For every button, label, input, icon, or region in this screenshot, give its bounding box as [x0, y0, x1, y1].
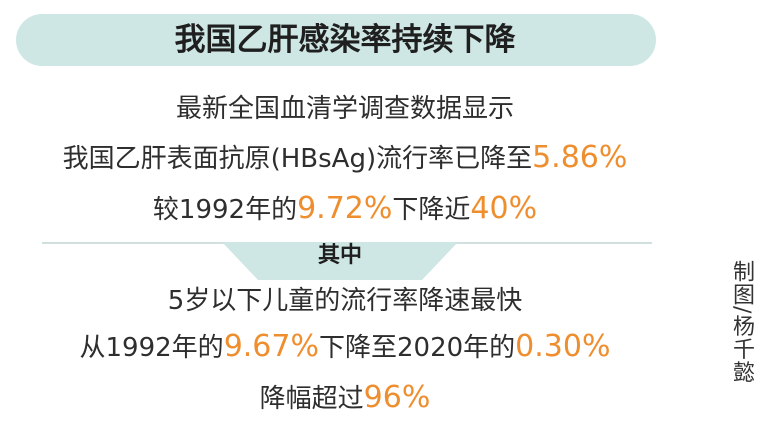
children-change-pre: 从1992年的: [79, 333, 224, 363]
prevalence-text: 我国乙肝表面抗原(HBsAg)流行率已降至: [62, 144, 533, 174]
comparison-line: 较1992年的9.72%下降近40%: [0, 192, 690, 227]
children-change-line: 从1992年的9.67%下降至2020年的0.30%: [0, 330, 690, 365]
survey-intro: 最新全国血清学调查数据显示: [0, 92, 690, 126]
reduction-pre: 降幅超过: [259, 384, 364, 414]
comparison-mid: 下降近: [392, 195, 471, 225]
prevalence-value: 5.86%: [532, 140, 628, 175]
section-tab-shape: [222, 242, 458, 280]
credit-text: 制图/杨千懿: [729, 260, 754, 384]
section-label: 其中: [317, 243, 362, 268]
section-tab: 其中: [222, 242, 458, 280]
decline-value: 40%: [470, 191, 538, 226]
reduction-line: 降幅超过96%: [0, 381, 690, 416]
children-text: 5岁以下儿童的流行率降速最快: [167, 286, 523, 316]
children-change-mid: 下降至2020年的: [319, 333, 516, 363]
title-banner: [16, 14, 656, 66]
children-line: 5岁以下儿童的流行率降速最快: [0, 284, 690, 318]
reduction-value: 96%: [363, 380, 431, 415]
children-1992-value: 9.67%: [223, 329, 319, 364]
survey-intro-text: 最新全国血清学调查数据显示: [175, 94, 514, 124]
page-title: 我国乙肝感染率持续下降: [174, 22, 516, 58]
children-2020-value: 0.30%: [515, 329, 611, 364]
prevalence-line: 我国乙肝表面抗原(HBsAg)流行率已降至5.86%: [0, 141, 690, 176]
comparison-pre: 较1992年的: [152, 195, 298, 225]
prevalence-1992-value: 9.72%: [297, 191, 393, 226]
